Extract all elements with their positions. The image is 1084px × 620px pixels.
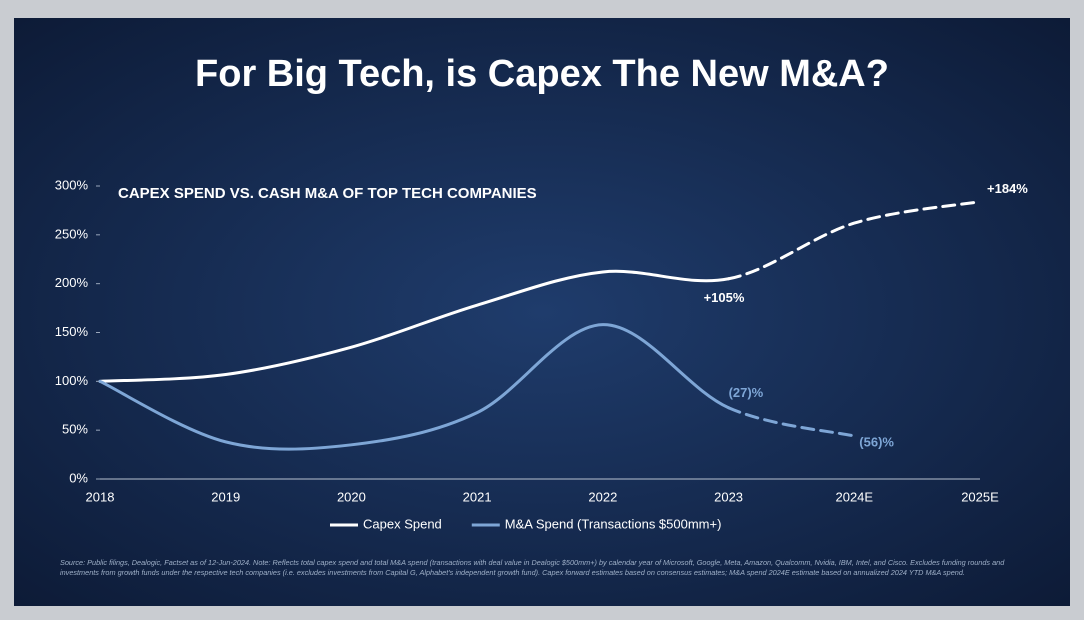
x-tick-label: 2023 xyxy=(714,489,743,504)
x-tick-label: 2018 xyxy=(86,489,115,504)
y-tick-label: 150% xyxy=(55,324,89,339)
y-tick-label: 200% xyxy=(55,275,89,290)
x-tick-label: 2024E xyxy=(835,489,873,504)
x-tick-label: 2021 xyxy=(463,489,492,504)
x-tick-label: 2022 xyxy=(588,489,617,504)
legend-label: M&A Spend (Transactions $500mm+) xyxy=(505,516,722,531)
y-tick-label: 250% xyxy=(55,226,89,241)
footnote: Source: Public filings, Dealogic, Factse… xyxy=(60,558,1005,577)
series-line-forecast xyxy=(727,406,856,438)
slide xyxy=(14,18,1070,606)
annotation: (27)% xyxy=(729,385,764,400)
series-line-forecast xyxy=(727,200,982,281)
annotation: +184% xyxy=(987,181,1028,196)
y-tick-label: 50% xyxy=(62,422,88,437)
y-tick-label: 300% xyxy=(55,177,89,192)
annotation: (56)% xyxy=(859,434,894,449)
x-tick-label: 2020 xyxy=(337,489,366,504)
x-tick-label: 2025E xyxy=(961,489,999,504)
series-line xyxy=(98,269,731,383)
chart-subtitle: CAPEX SPEND VS. CASH M&A OF TOP TECH COM… xyxy=(118,185,537,202)
chart-title: For Big Tech, is Capex The New M&A? xyxy=(195,53,889,95)
annotation: +105% xyxy=(704,290,745,305)
series-line xyxy=(98,323,731,451)
y-tick-label: 100% xyxy=(55,373,89,388)
y-tick-label: 0% xyxy=(69,470,88,485)
legend-label: Capex Spend xyxy=(363,516,442,531)
x-tick-label: 2019 xyxy=(211,489,240,504)
